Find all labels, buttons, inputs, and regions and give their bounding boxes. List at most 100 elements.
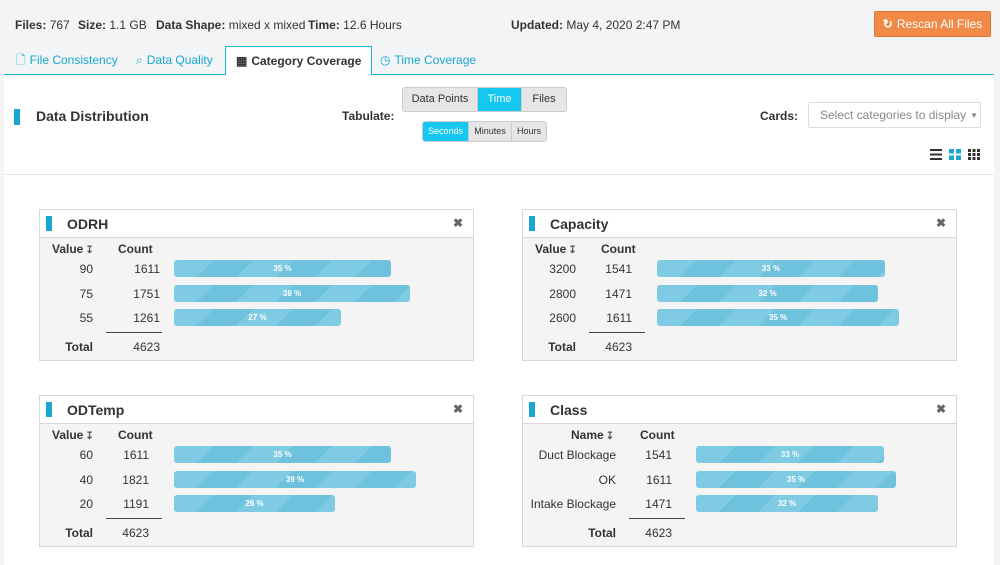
count-column-header: Count (601, 242, 636, 256)
category-card: Capacity ✖ Value ↧ Count 3200 1541 33 % 2800 1471… (522, 209, 957, 361)
row-key: Intake Blockage (530, 497, 616, 511)
count-column-header: Count (118, 242, 153, 256)
files-stat: Files: 767 (15, 18, 70, 32)
layout-switcher (930, 149, 980, 160)
percentage-bar: 35 % (657, 309, 899, 326)
total-label: Total (588, 526, 616, 540)
tab-label: File Consistency (29, 53, 118, 67)
main-panel: Data Distribution Tabulate: Data Points … (4, 75, 994, 565)
row-count: 1611 (606, 311, 632, 325)
tab-data-quality[interactable]: ⌕ Data Quality (126, 46, 223, 75)
tab-time-coverage[interactable]: ◷ Time Coverage (370, 46, 486, 75)
total-value: 4623 (645, 526, 672, 540)
percentage-bar: 32 % (696, 495, 878, 512)
tab-label: Data Quality (146, 53, 213, 67)
row-key: 20 (79, 497, 93, 511)
category-card: Class ✖ Name ↧ Count Duct Blockage 1541 33 % OK 1… (522, 395, 957, 547)
card-accent (46, 402, 52, 417)
rescan-label: Rescan All Files (896, 17, 983, 31)
time-unit-selector: Seconds Minutes Hours (422, 121, 547, 142)
card-accent (46, 216, 52, 231)
top-info-bar: Files: 767 Size: 1.1 GB Data Shape: mixe… (0, 0, 1000, 48)
rescan-all-files-button[interactable]: ↻ Rescan All Files (874, 11, 991, 37)
three-column-view-icon[interactable] (968, 149, 980, 160)
size-stat: Size: 1.1 GB (78, 18, 147, 32)
tab-file-consistency[interactable]: 🗋 File Consistency (6, 46, 128, 75)
row-count: 1541 (605, 262, 632, 276)
cards-placeholder: Select categories to display (820, 108, 967, 122)
search-icon: ⌕ (136, 53, 143, 67)
close-icon[interactable]: ✖ (935, 402, 946, 416)
percentage-bar: 33 % (696, 446, 884, 463)
row-count: 1541 (645, 448, 672, 462)
key-header-label: Value (52, 428, 84, 442)
unit-hours-button[interactable]: Hours (512, 122, 546, 141)
page-title: Data Distribution (36, 108, 149, 124)
total-value: 4623 (133, 340, 160, 354)
tabulate-time-button[interactable]: Time (478, 88, 522, 111)
percentage-bar: 35 % (696, 471, 896, 488)
row-key: 75 (79, 287, 93, 301)
total-divider (106, 332, 162, 333)
clock-icon: ◷ (380, 53, 391, 67)
close-icon[interactable]: ✖ (452, 402, 463, 416)
tab-label: Time Coverage (394, 53, 477, 67)
card-title: ODTemp (67, 402, 125, 418)
close-icon[interactable]: ✖ (935, 216, 946, 230)
two-column-view-icon[interactable] (949, 149, 961, 160)
total-label: Total (65, 340, 93, 354)
card-header: ODRH ✖ (40, 210, 473, 238)
title-accent (14, 109, 20, 125)
time-stat: Time: 12.6 Hours (308, 18, 402, 32)
unit-seconds-button[interactable]: Seconds (423, 122, 469, 141)
row-count: 1191 (123, 497, 149, 511)
card-header: Capacity ✖ (523, 210, 956, 238)
tabulate-files-button[interactable]: Files (522, 88, 566, 111)
data-shape-stat: Data Shape: mixed x mixed (156, 18, 306, 32)
row-key: 40 (79, 473, 93, 487)
card-accent (529, 402, 535, 417)
sort-icon[interactable]: ↧ (605, 431, 615, 442)
row-key: 2600 (549, 311, 576, 325)
key-column-header: Value ↧ (52, 242, 94, 256)
row-count: 1611 (123, 448, 149, 462)
tabulate-data-points-button[interactable]: Data Points (403, 88, 478, 111)
percentage-bar: 27 % (174, 309, 341, 326)
close-icon[interactable]: ✖ (452, 216, 463, 230)
row-count: 1611 (646, 473, 672, 487)
sort-icon[interactable]: ↧ (85, 431, 94, 442)
category-card: ODRH ✖ Value ↧ Count 90 1611 35 % 75 1751 38 % 55 12… (39, 209, 474, 361)
count-column-header: Count (118, 428, 153, 442)
unit-minutes-button[interactable]: Minutes (469, 122, 512, 141)
row-key: Duct Blockage (538, 448, 616, 462)
total-divider (106, 518, 162, 519)
distribution-header: Data Distribution Tabulate: Data Points … (4, 75, 994, 175)
row-key: 55 (79, 311, 93, 325)
card-title: Capacity (550, 216, 609, 232)
row-count: 1471 (605, 287, 632, 301)
card-title: Class (550, 402, 588, 418)
tab-category-coverage[interactable]: ▦ Category Coverage (225, 46, 373, 76)
grid-icon: ▦ (236, 54, 248, 68)
percentage-bar: 32 % (657, 285, 878, 302)
row-count: 1471 (645, 497, 672, 511)
card-accent (529, 216, 535, 231)
percentage-bar: 35 % (174, 446, 391, 463)
total-value: 4623 (122, 526, 149, 540)
percentage-bar: 35 % (174, 260, 391, 277)
percentage-bar: 39 % (174, 471, 416, 488)
tabulate-selector: Data Points Time Files (402, 87, 567, 112)
key-column-header: Value ↧ (52, 428, 94, 442)
row-key: 2800 (549, 287, 576, 301)
card-title: ODRH (67, 216, 109, 232)
key-column-header: Name ↧ (571, 428, 614, 442)
row-count: 1611 (134, 262, 160, 276)
updated-stat: Updated: May 4, 2020 2:47 PM (511, 18, 681, 32)
percentage-bar: 38 % (174, 285, 410, 302)
cards-select[interactable]: Select categories to display ▼ (808, 102, 981, 128)
list-view-icon[interactable] (930, 149, 942, 160)
sort-icon[interactable]: ↧ (568, 245, 577, 256)
sort-icon[interactable]: ↧ (85, 245, 94, 256)
row-count: 1261 (133, 311, 160, 325)
caret-down-icon: ▼ (970, 110, 979, 120)
